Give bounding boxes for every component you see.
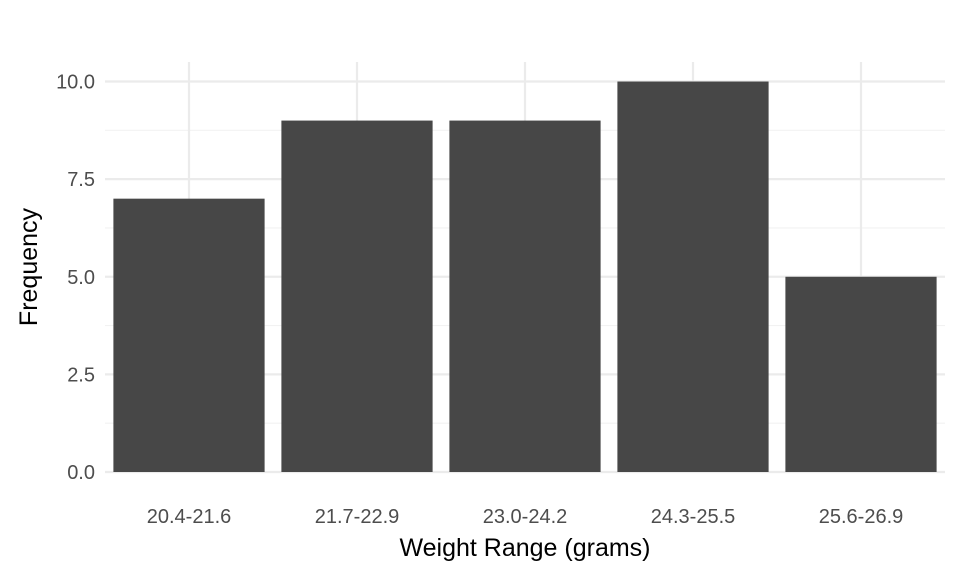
- x-axis-title: Weight Range (grams): [399, 534, 650, 562]
- x-axis-ticks: 20.4-21.6 21.7-22.9 23.0-24.2 24.3-25.5 25.6…: [147, 506, 904, 528]
- x-tick-label: 21.7-22.9: [315, 506, 400, 528]
- x-tick-label: 20.4-21.6: [147, 506, 232, 528]
- y-tick-label: 2.5: [67, 364, 95, 386]
- bar-20.4-21.6: [113, 198, 265, 472]
- x-tick-label: 23.0-24.2: [483, 506, 568, 528]
- y-tick-label: 0.0: [67, 462, 95, 484]
- x-tick-label: 25.6-26.9: [819, 506, 904, 528]
- bar-21.7-22.9: [281, 120, 433, 473]
- y-tick-label: 5.0: [67, 267, 95, 289]
- y-tick-label: 10.0: [56, 72, 95, 94]
- x-tick-label: 24.3-25.5: [651, 506, 736, 528]
- y-axis-title: Frequency: [15, 207, 43, 326]
- bar-layer: [113, 81, 937, 473]
- bar-23.0-24.2: [449, 120, 601, 473]
- y-axis-ticks: 0.0 2.5 5.0 7.5 10.0: [56, 72, 95, 484]
- bar-24.3-25.5: [617, 81, 769, 473]
- y-tick-label: 7.5: [67, 169, 95, 191]
- bar-25.6-26.9: [785, 276, 937, 472]
